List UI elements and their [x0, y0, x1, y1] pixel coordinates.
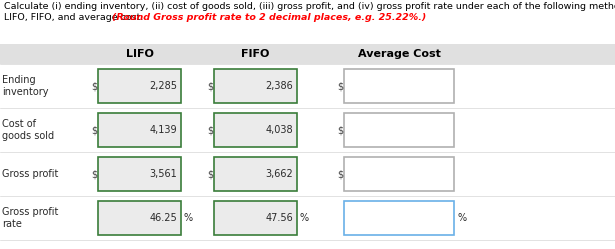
Text: Ending
inventory: Ending inventory [2, 75, 49, 97]
Bar [98, 157, 181, 191]
Text: Average Cost: Average Cost [357, 49, 440, 59]
Text: 3,561: 3,561 [149, 169, 177, 179]
Text: 3,662: 3,662 [265, 169, 293, 179]
Text: 47.56: 47.56 [265, 213, 293, 223]
Text: Gross profit: Gross profit [2, 169, 58, 179]
Bar [0, 152, 615, 196]
Bar [344, 113, 454, 147]
Text: %: % [300, 213, 309, 223]
Bar [0, 64, 615, 108]
Bar [0, 196, 615, 240]
Text: $: $ [207, 81, 213, 91]
Text: $: $ [337, 81, 343, 91]
Text: 46.25: 46.25 [149, 213, 177, 223]
Bar [214, 69, 297, 103]
Bar [344, 69, 454, 103]
Text: FIFO: FIFO [241, 49, 270, 59]
Bar [344, 157, 454, 191]
Text: 4,038: 4,038 [266, 125, 293, 135]
Text: LIFO, FIFO, and average cost.: LIFO, FIFO, and average cost. [4, 13, 143, 22]
Bar [214, 113, 297, 147]
Text: 4,139: 4,139 [149, 125, 177, 135]
Text: Gross profit
rate: Gross profit rate [2, 207, 58, 229]
Bar [98, 201, 181, 235]
Text: 2,285: 2,285 [149, 81, 177, 91]
Text: $: $ [337, 125, 343, 135]
Text: $: $ [91, 81, 97, 91]
Text: (Round Gross profit rate to 2 decimal places, e.g. 25.22%.): (Round Gross profit rate to 2 decimal pl… [112, 13, 426, 22]
Text: %: % [184, 213, 193, 223]
Text: $: $ [91, 125, 97, 135]
Text: $: $ [337, 169, 343, 179]
Text: Cost of
goods sold: Cost of goods sold [2, 119, 54, 141]
Bar [0, 44, 615, 64]
Bar [0, 108, 615, 152]
Text: 2,386: 2,386 [265, 81, 293, 91]
Bar [344, 201, 454, 235]
Bar [98, 113, 181, 147]
Text: $: $ [207, 169, 213, 179]
Text: LIFO: LIFO [125, 49, 153, 59]
Bar [214, 201, 297, 235]
Text: Calculate (i) ending inventory, (ii) cost of goods sold, (iii) gross profit, and: Calculate (i) ending inventory, (ii) cos… [4, 2, 615, 11]
Text: %: % [457, 213, 466, 223]
Bar [214, 157, 297, 191]
Bar [98, 69, 181, 103]
Text: $: $ [207, 125, 213, 135]
Text: $: $ [91, 169, 97, 179]
